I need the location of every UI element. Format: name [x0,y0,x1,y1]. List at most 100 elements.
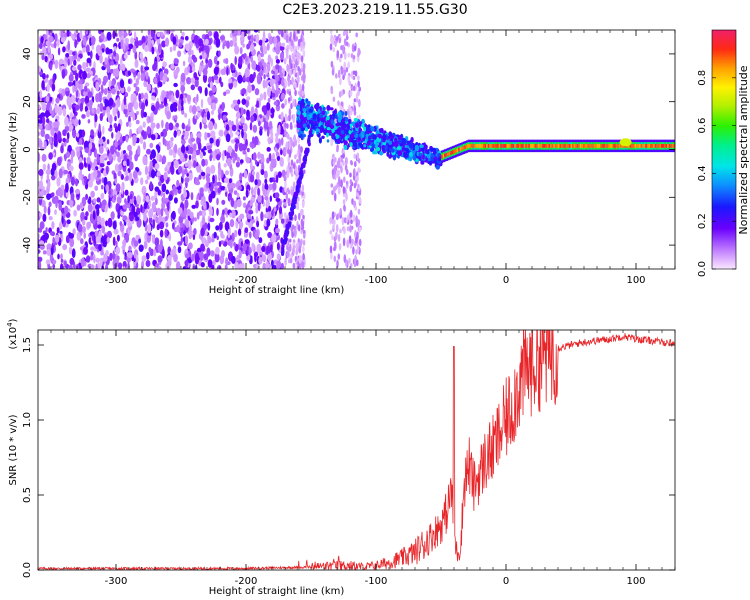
spectrogram-cell [309,127,313,134]
spectrogram-cell [276,242,280,251]
spectrogram-cell [242,196,246,201]
spectrogram-cell [59,189,63,198]
spectrogram-cell [90,50,93,60]
spectrogram-cell [57,106,63,116]
spectrogram-cell [116,151,120,158]
spectrogram-cell [300,134,304,141]
spectrogram-cell [256,220,260,228]
spectrogram-cell [92,210,96,220]
spectrogram-cell [296,110,301,116]
spectrogram-cell [191,66,196,72]
spectrogram-cell [355,192,359,197]
spectrogram-cell [214,252,220,263]
spectrogram-cell [340,45,343,51]
spectrogram-cell [115,84,118,92]
spectrogram-cell [121,102,124,112]
spectrogram-cell [229,219,235,228]
spectrogram-cell [61,69,66,79]
spectrogram-cell [177,50,182,58]
spectrogram-cell [129,161,134,171]
spectrogram-cell [357,219,361,227]
spectrogram-cell [99,154,105,164]
spectrogram-cell [420,160,425,165]
spectrogram-cell [198,38,204,47]
spectrogram-cell [96,153,100,163]
spectrogram-cell [293,48,296,56]
spectrogram-cell [226,40,231,49]
spectrogram-cell [351,43,355,53]
spectrogram-cell [85,30,89,35]
spectrogram-cell [188,230,193,240]
spectrogram-cell [426,154,431,159]
spectrogram-cell [262,39,266,49]
spectrogram-cell [41,80,45,89]
spectrogram-cell [123,53,128,60]
spectrogram-cell [287,197,291,205]
spectrogram-cell [39,71,43,76]
spectrogram-cell [259,128,263,136]
spectrogram-cell [354,70,358,77]
spectrogram-cell [41,54,45,61]
spectrogram-cell [137,145,141,155]
spectrogram-cell [69,57,73,66]
spectrogram-cell [75,146,80,152]
spectrogram-cell [290,159,294,166]
spectrogram-cell [111,132,114,139]
spectrogram-cell [257,194,262,204]
spectrogram-cell [82,36,86,46]
spectrogram-cell [240,159,244,164]
spectrogram-cell [268,183,273,191]
spectrogram-cell [283,238,287,244]
spectrogram-cell [243,108,246,115]
spectrogram-cell [225,257,229,266]
spectrogram-cell [85,193,89,200]
spectrogram-cell [215,78,220,84]
spectrogram-cell [328,129,332,134]
spectrogram-cell [58,221,63,230]
spectrogram-cell [43,34,47,40]
spectrogram-cell [297,164,301,174]
spectrogram-cell [127,252,133,258]
spectrogram-cell [80,212,85,221]
spectrogram-cell [62,46,66,53]
spectrogram-cell [116,196,122,204]
spectrogram-cell [332,224,335,230]
spectrogram-cell [346,123,351,130]
spectrogram-cell [201,216,206,225]
spectrogram-cell [348,104,351,112]
spectrogram-cell [156,152,160,162]
spectrogram-cell [70,192,75,201]
spectrogram-cell [343,254,347,263]
spectrogram-cell [123,266,126,269]
spectrogram-cell [343,38,347,45]
spectrogram-cell [307,123,310,130]
spectrogram-cell [107,73,111,81]
spectrogram-cell [117,156,122,163]
spectrogram-cell [167,145,170,150]
spectrogram-cell [291,76,294,86]
spectrogram-cell [159,221,165,230]
spectrogram-cell [183,99,187,104]
spectrogram-cell [352,70,356,75]
spectrogram-cell [51,110,55,117]
spectrogram-cell [262,62,267,68]
spectrogram-cell [202,67,208,76]
spectrogram-cell [329,124,335,129]
spectrogram-cell [295,58,298,68]
spectrogram-cell [252,165,255,170]
spectrogram-cell [306,100,311,106]
spectrogram-cell [203,253,209,260]
spectrogram-cell [165,207,168,216]
spectrogram-cell [103,176,108,187]
spectrogram-cell [223,207,229,215]
spectrogram-cell [64,205,69,215]
spectrogram-cell [45,227,48,233]
spectrogram-cell [388,155,392,159]
spectrogram-cell [148,246,152,253]
spectrogram-cell [289,121,293,130]
spectrogram-cell [99,54,103,64]
spectrogram-cell [164,197,170,203]
spectrogram-cell [212,151,216,157]
spectrogram-cell [238,249,242,259]
spectrogram-cell [215,38,221,48]
